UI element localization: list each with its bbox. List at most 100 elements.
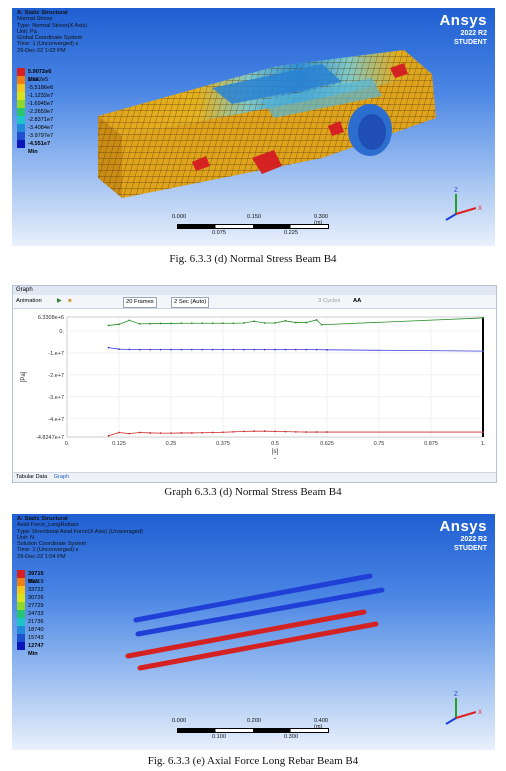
data-point <box>315 348 318 351</box>
x-tick-label: 0.875 <box>424 441 438 447</box>
data-point <box>253 430 256 433</box>
info-line: Normal Stress <box>17 16 53 23</box>
frames-dropdown[interactable]: 20 Frames <box>123 297 157 308</box>
data-point <box>211 322 214 325</box>
data-point <box>107 346 110 349</box>
y-tick-label: -3.e+7 <box>48 395 64 401</box>
x-tick-label: 0.25 <box>166 441 177 447</box>
data-point <box>242 430 245 433</box>
legend-swatch <box>17 84 25 92</box>
data-point <box>305 348 308 351</box>
result-info: A: Static Structural Normal Stress Type:… <box>17 10 87 54</box>
legend-label: -3.9797e7 <box>28 133 54 139</box>
graph-window: Graph Animation ▶ ■ 20 Frames 2 Sec (Aut… <box>12 285 497 483</box>
data-point <box>128 348 131 351</box>
legend-swatch <box>17 124 25 132</box>
data-point <box>201 431 204 434</box>
tab-tabular-data[interactable]: Tabular Data <box>16 474 48 480</box>
legend-label: -4.551e7 Min <box>28 141 51 155</box>
data-point <box>180 322 183 325</box>
scale-bottom-0: 0.100 <box>212 734 226 740</box>
info-line: Unit: Pa <box>17 28 37 35</box>
tension-spot <box>390 63 408 78</box>
tension-spot <box>252 150 282 174</box>
data-point <box>118 348 120 351</box>
info-line: Type: Directional Axial Force(X Axis) (U… <box>17 528 143 535</box>
data-point <box>232 322 235 325</box>
data-point <box>107 324 110 327</box>
x-tick-label: 0.625 <box>320 441 334 447</box>
legend-swatch <box>17 76 25 84</box>
info-line: A: Static Structural <box>17 10 68 16</box>
tension-spot <box>328 121 344 136</box>
data-point <box>180 432 183 434</box>
data-point <box>138 348 141 351</box>
legend-swatch <box>17 586 25 594</box>
legend-label: 36719 <box>28 579 44 585</box>
data-point <box>159 322 162 325</box>
data-point <box>201 348 204 351</box>
data-point <box>222 431 224 434</box>
rebar-blue <box>135 587 385 637</box>
legend-label: 1.962e5 <box>28 77 49 83</box>
rebar-blue <box>133 573 373 623</box>
beam-mesh <box>98 50 436 198</box>
x-tick-label: 0. <box>65 441 70 447</box>
cycles-label[interactable]: 3 Cycles <box>318 298 341 304</box>
legend-swatch <box>17 626 25 634</box>
data-point <box>326 348 328 351</box>
legend-swatch <box>17 610 25 618</box>
legend-label: 15743 <box>28 635 44 641</box>
logo-brand: Ansys <box>439 518 487 535</box>
result-info: A: Static Structural Axial Force_LongReb… <box>17 516 143 560</box>
rebar-red <box>137 621 379 671</box>
data-point <box>138 322 141 325</box>
stress-viewport: A: Static Structural Normal Stress Type:… <box>12 8 495 246</box>
x-axis-label: [s] <box>272 449 279 455</box>
x-tick-label: 0.375 <box>216 441 230 447</box>
aa-toggle[interactable]: AA <box>353 298 362 304</box>
legend-label: -2.2659e7 <box>28 109 54 115</box>
data-point <box>170 348 172 351</box>
legend-label: 30726 <box>28 595 44 601</box>
data-point <box>482 350 484 353</box>
x-tick-label: 1. <box>481 441 486 447</box>
legend-swatch <box>17 602 25 610</box>
legend-swatch <box>17 642 25 650</box>
data-point <box>232 430 235 433</box>
data-point <box>190 432 193 434</box>
legend-label: 27729 <box>28 603 44 609</box>
data-point <box>294 321 297 324</box>
data-point <box>149 348 152 351</box>
x-tick-label: 0.125 <box>112 441 126 447</box>
data-point <box>159 348 162 351</box>
legend-label: -3.4084e7 <box>28 125 54 131</box>
data-point <box>482 317 484 319</box>
figure-caption: Fig. 6.3.3 (e) Axial Force Long Rebar Be… <box>147 755 359 767</box>
y-tick-label: -1.e+7 <box>48 351 64 357</box>
scale-top-1: 0.200 <box>247 718 261 724</box>
y-tick-label: -4.8247e+7 <box>36 435 64 441</box>
tab-graph[interactable]: Graph <box>53 474 70 480</box>
duration-dropdown[interactable]: 2 Sec (Auto) <box>171 297 210 308</box>
ansys-logo: Ansys 2022 R2 STUDENT <box>439 12 487 46</box>
scale-bottom-1: 0.225 <box>284 230 298 236</box>
legend-label: -1.1232e7 <box>28 93 54 99</box>
legend-label: 33722 <box>28 587 44 593</box>
data-point <box>170 322 172 325</box>
data-point <box>222 348 224 351</box>
scale-top-2: 0.300 (m) <box>314 214 328 226</box>
play-button[interactable]: ▶ <box>57 298 62 304</box>
logo-brand: Ansys <box>439 12 487 29</box>
time-index: 1 <box>273 458 276 459</box>
data-point <box>211 348 214 351</box>
scale-top-2: 0.400 (m) <box>314 718 328 730</box>
info-line: Type: Normal Stress(X Axis) <box>17 22 87 29</box>
stop-button[interactable]: ■ <box>68 298 72 304</box>
data-point <box>263 430 266 433</box>
legend-swatch <box>17 132 25 140</box>
data-point <box>305 431 308 433</box>
legend-label: 12747 Min <box>28 643 44 657</box>
stress-chart: 6.3308e+6 0. -1.e+7 -2.e+7 -3.e+7 -4.e+7 -4.82… <box>21 315 486 459</box>
info-line: 29-Dec-22 1:04 PM <box>17 553 66 560</box>
